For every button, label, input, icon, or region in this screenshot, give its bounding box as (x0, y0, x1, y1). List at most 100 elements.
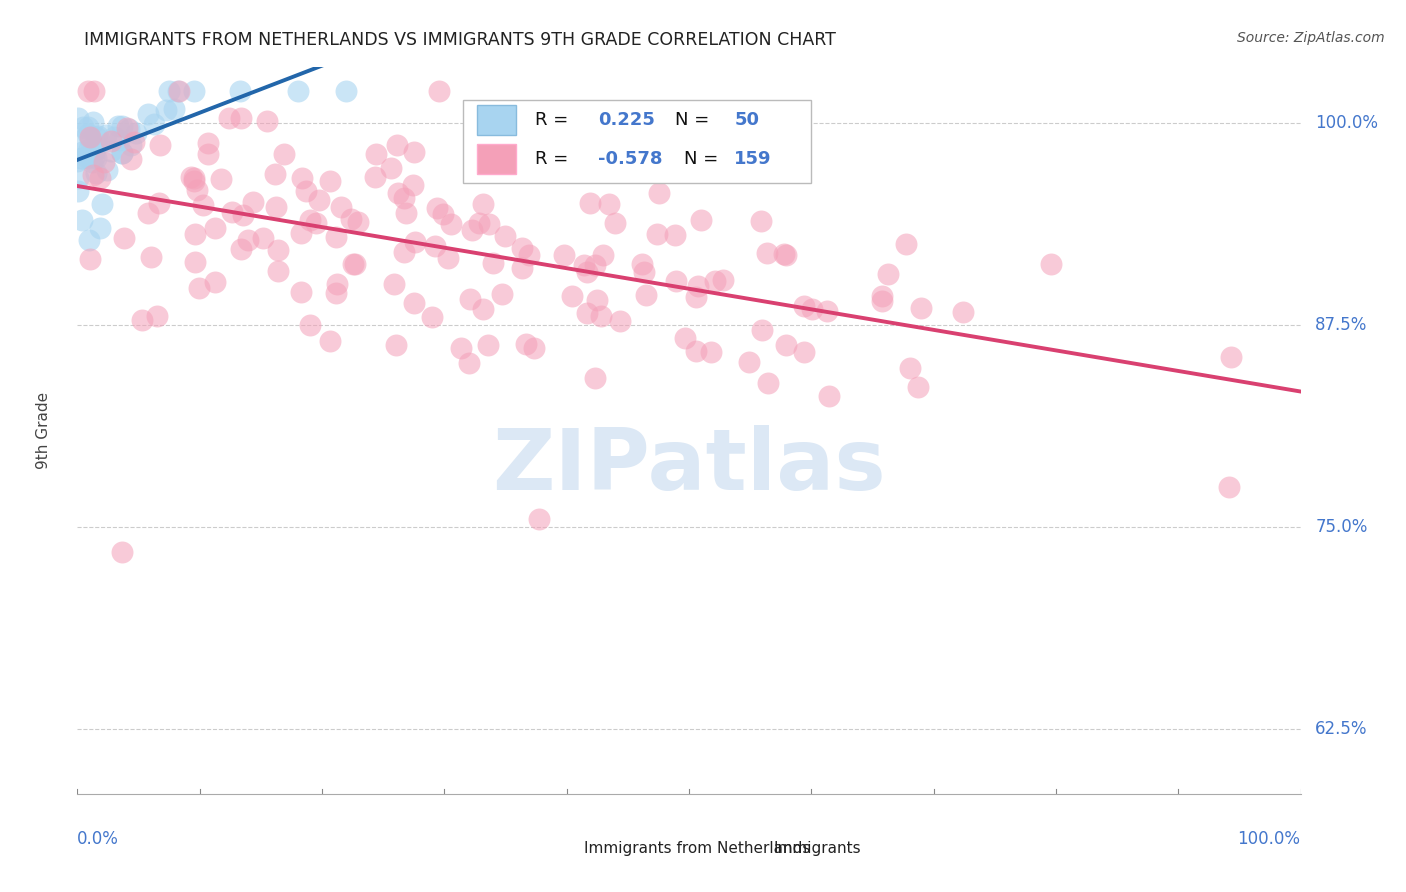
FancyBboxPatch shape (477, 144, 516, 175)
Point (494, 229, 516, 244)
FancyBboxPatch shape (731, 838, 759, 859)
Point (364, 169, 387, 184)
Point (756, 246, 779, 260)
Point (79, 133, 101, 147)
Point (155, 103, 177, 117)
Point (510, 261, 533, 276)
Point (477, 338, 499, 352)
Point (184, 255, 207, 269)
Point (67, 184, 90, 198)
Point (818, 389, 841, 403)
Point (523, 341, 546, 355)
Point (184, 227, 207, 241)
Point (229, 84, 252, 98)
Point (325, 285, 347, 300)
Point (76, 84, 98, 98)
Point (186, 183, 208, 197)
Point (89, 170, 111, 185)
Point (427, 84, 450, 98)
Text: 100.0%: 100.0% (1315, 114, 1378, 132)
Point (458, 292, 481, 306)
Text: 9th Grade: 9th Grade (35, 392, 51, 469)
Point (264, 200, 287, 214)
Point (82, 168, 104, 182)
Point (432, 207, 454, 221)
Point (402, 178, 425, 193)
Point (118, 122, 141, 136)
Text: 0.0%: 0.0% (77, 830, 120, 848)
Point (605, 215, 627, 229)
Point (166, 84, 188, 98)
Point (76, 151, 98, 165)
Point (468, 216, 491, 230)
Point (440, 217, 463, 231)
Point (84, 130, 107, 145)
Point (343, 257, 366, 271)
Point (295, 184, 318, 198)
Point (478, 217, 501, 231)
Point (112, 230, 135, 244)
Point (136, 205, 159, 219)
Point (273, 147, 295, 161)
Point (70, 151, 93, 165)
Point (191, 198, 214, 212)
Text: -0.578: -0.578 (599, 150, 662, 169)
Point (380, 161, 402, 175)
Point (422, 310, 444, 324)
Point (870, 289, 893, 303)
Point (1039, 257, 1062, 271)
Point (319, 173, 342, 187)
Point (686, 279, 709, 293)
Point (591, 309, 613, 323)
Point (229, 242, 252, 256)
Point (738, 355, 761, 369)
Point (86, 166, 108, 180)
Point (308, 193, 330, 207)
Point (583, 370, 606, 384)
Point (898, 361, 921, 376)
Point (79, 129, 101, 144)
Point (583, 258, 606, 272)
Text: 100.0%: 100.0% (1237, 830, 1301, 848)
Point (491, 287, 513, 301)
Point (342, 257, 364, 271)
Point (82, 144, 104, 158)
Text: N =: N = (675, 111, 716, 129)
Point (450, 341, 472, 355)
Point (690, 213, 713, 227)
Point (79, 233, 101, 247)
Point (561, 288, 583, 302)
Point (572, 258, 595, 272)
Point (319, 334, 342, 348)
Point (800, 302, 823, 317)
Text: Immigrants: Immigrants (773, 841, 860, 856)
Point (773, 246, 796, 260)
Point (66, 111, 89, 125)
Point (146, 309, 169, 323)
Point (111, 119, 134, 133)
Point (188, 280, 211, 294)
Point (131, 313, 153, 327)
Point (120, 137, 142, 152)
Point (94, 128, 117, 142)
Point (80, 154, 103, 169)
Point (236, 233, 259, 247)
Point (402, 145, 425, 159)
Point (197, 147, 219, 161)
Point (437, 252, 460, 266)
Point (392, 191, 415, 205)
Point (519, 248, 541, 262)
Point (180, 169, 202, 184)
Point (149, 137, 172, 152)
Point (461, 222, 484, 236)
Point (287, 84, 309, 98)
Point (664, 228, 686, 243)
Point (86, 138, 108, 153)
Point (631, 257, 654, 271)
Point (82, 115, 104, 129)
Point (394, 205, 416, 219)
Point (575, 265, 598, 279)
Point (598, 197, 620, 211)
Point (382, 277, 405, 291)
Point (335, 84, 357, 98)
